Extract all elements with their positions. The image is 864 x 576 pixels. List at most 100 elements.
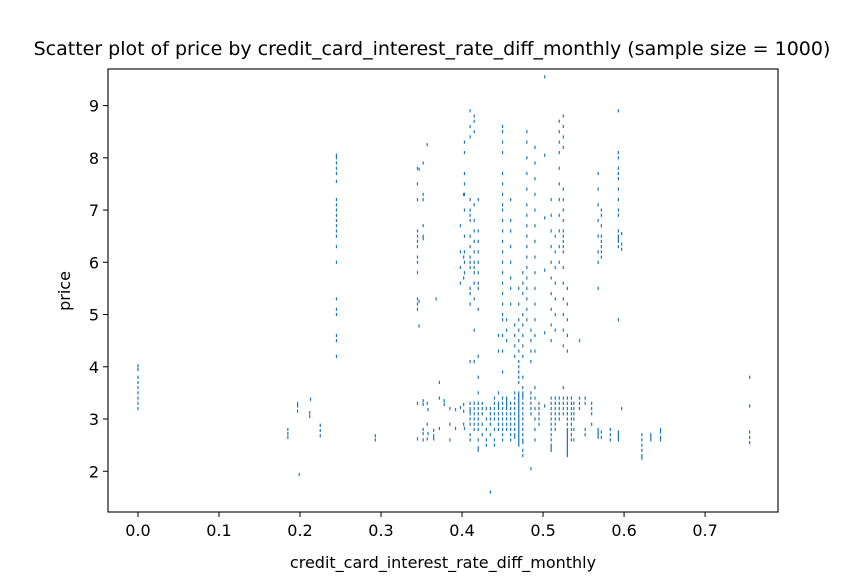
data-point [573,417,575,421]
data-point [469,245,471,249]
data-point [584,427,586,432]
data-point [469,208,471,212]
data-point [501,192,504,196]
data-point [600,430,602,434]
data-point [566,440,568,445]
data-point [477,401,479,405]
data-point [570,422,573,426]
data-point [617,433,619,437]
data-point [418,299,420,304]
data-point [422,237,424,241]
data-point [566,333,568,338]
data-point [335,312,338,317]
data-point [550,307,552,311]
data-point [550,276,552,280]
data-point [617,430,619,434]
data-point [463,150,466,155]
data-point [562,401,564,405]
data-point [501,171,504,176]
data-point [497,417,500,421]
data-point [558,401,560,405]
data-point [438,426,440,431]
data-point [518,365,520,369]
data-point [522,440,524,445]
data-point [558,396,560,400]
data-point [510,245,512,249]
data-point [469,433,471,437]
data-point [562,239,564,243]
data-point [463,260,466,264]
data-point [534,302,536,306]
data-point [426,437,428,441]
data-point [514,333,516,338]
data-point [501,433,504,437]
data-point [562,297,564,301]
data-point [659,435,662,439]
data-point [554,297,556,301]
data-point [597,234,599,238]
data-point [319,434,321,438]
data-point [518,380,520,385]
data-point [530,401,532,405]
data-point [477,438,479,442]
data-point [566,451,568,455]
data-point [526,297,528,301]
data-point [501,302,504,306]
data-point [659,438,662,442]
data-point [473,328,475,332]
data-point [562,328,564,332]
data-point [562,135,564,139]
data-point [530,412,532,416]
data-point [463,422,465,426]
data-point [335,339,338,343]
data-point [463,276,465,280]
data-point [469,234,471,238]
data-point [538,412,540,416]
data-point [473,271,475,275]
data-point [544,153,546,157]
data-point [510,406,512,411]
y-tick-label: 7 [89,201,99,220]
data-point [584,433,586,437]
data-point [433,428,435,433]
data-point [493,417,496,421]
data-point [578,406,581,411]
data-point [485,443,487,447]
data-point [558,213,560,217]
data-point [510,401,512,405]
data-point [501,124,504,129]
data-point [485,417,487,421]
data-point [438,396,440,400]
data-point [463,250,466,254]
data-point [522,406,524,411]
data-point [514,417,516,421]
data-point [617,229,619,233]
data-point [562,344,564,348]
data-point [416,437,419,441]
data-point [554,312,556,317]
data-point [497,391,500,395]
data-point [309,411,311,415]
data-point [570,417,573,421]
data-point [422,402,424,406]
data-point [335,234,338,238]
data-point [418,324,420,328]
data-point [621,247,623,251]
data-point [489,490,491,494]
data-point [550,245,552,249]
data-point [518,427,520,432]
data-point [534,396,536,400]
data-point [600,208,602,212]
data-point [463,234,466,238]
data-point [600,239,602,243]
data-point [469,302,471,306]
data-point [459,265,462,270]
data-point [597,286,599,291]
data-point [506,412,508,416]
data-point [497,349,500,353]
chart-title: Scatter plot of price by credit_card_int… [34,38,831,60]
data-point [522,281,524,285]
data-point [530,328,532,332]
data-point [562,218,564,223]
